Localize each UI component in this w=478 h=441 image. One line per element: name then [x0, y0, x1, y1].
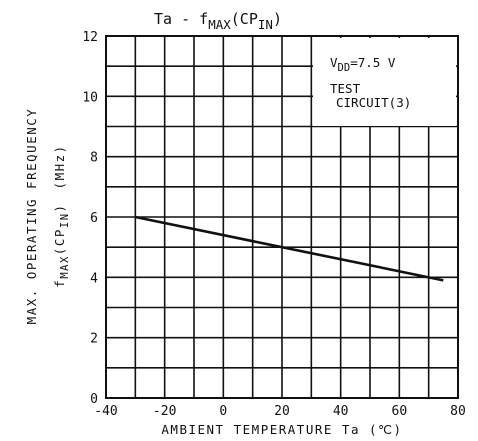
ylabel-end: ): [52, 203, 67, 212]
ylabel-unit: (MHz): [52, 144, 67, 189]
ylabel-sub-in: IN: [59, 212, 71, 228]
ylabel-mid: (CP: [52, 228, 67, 255]
title-main: Ta - f: [154, 10, 208, 28]
title-end: ): [273, 10, 282, 28]
y-axis-label-line2: fMAX(CPIN) (MHz): [52, 144, 71, 287]
y-axis-label-line1: MAX. OPERATING FREQUENCY: [24, 108, 39, 325]
title-sub-in: IN: [258, 17, 273, 32]
vdd-sub: DD: [338, 62, 351, 74]
x-tick-label: -20: [153, 404, 176, 419]
ylabel-main: f: [52, 279, 67, 288]
vdd-annotation: VDD=7.5 V: [330, 55, 396, 74]
x-tick-label: -40: [94, 404, 117, 419]
x-tick-label: 0: [219, 404, 227, 419]
y-tick-label: 4: [90, 271, 98, 286]
series-line: [135, 215, 444, 282]
title-mid: (CP: [231, 10, 258, 28]
y-tick-label: 2: [90, 332, 98, 347]
x-tick-label: 60: [392, 404, 408, 419]
annotation-box: [313, 38, 456, 126]
title-sub-max: MAX: [208, 17, 231, 32]
y-tick-label: 10: [82, 90, 98, 105]
y-tick-label: 6: [90, 211, 98, 226]
x-axis-label: AMBIENT TEMPERATURE Ta (℃): [161, 422, 402, 437]
y-tick-label: 0: [90, 392, 98, 407]
vdd-rest: =7.5 V: [350, 55, 396, 70]
test-line-2: CIRCUIT(3): [336, 95, 411, 110]
plot-frame: [105, 35, 459, 399]
test-line-1: TEST: [330, 81, 361, 96]
y-tick-label: 12: [82, 30, 98, 45]
ylabel-sub-max: MAX: [59, 255, 71, 278]
vdd-main: V: [330, 55, 338, 70]
y-tick-labels: 0 2 4 6 8 10 12: [82, 30, 98, 407]
y-tick-label: 8: [90, 151, 98, 166]
x-tick-label: 40: [333, 404, 349, 419]
x-tick-labels: -40 -20 0 20 40 60 80: [94, 404, 466, 419]
x-tick-label: 80: [450, 404, 466, 419]
series-group: [135, 215, 444, 282]
x-tick-label: 20: [274, 404, 290, 419]
chart-title: Ta - fMAX(CPIN): [154, 10, 282, 32]
